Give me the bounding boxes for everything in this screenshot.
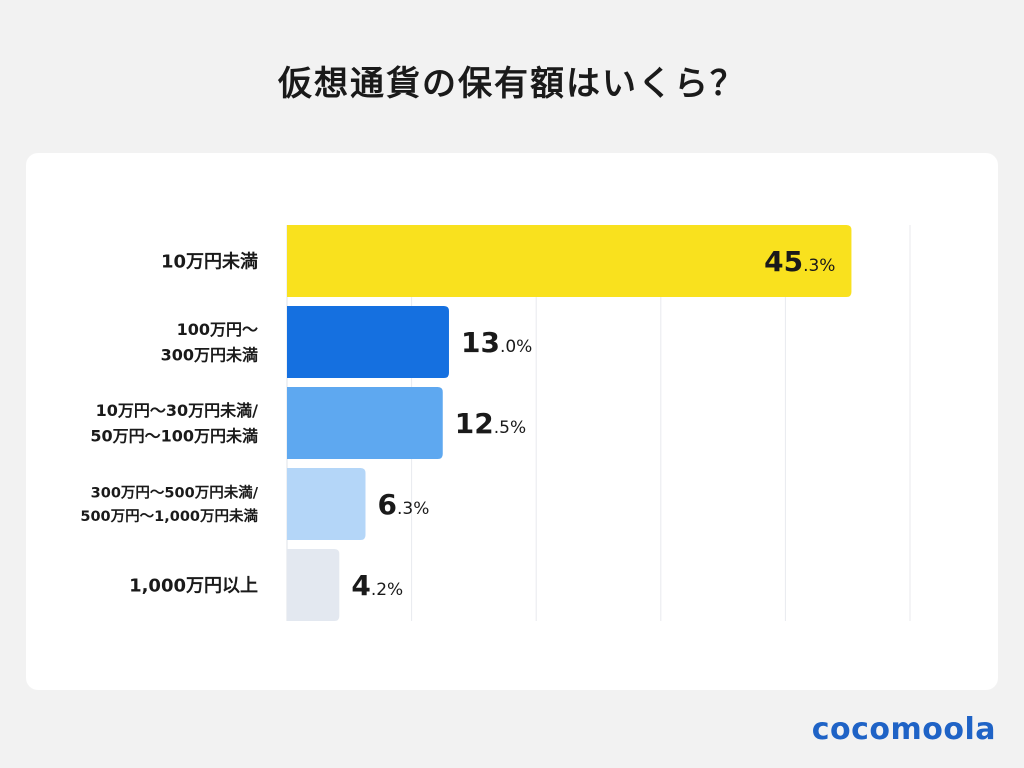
page-title: 仮想通貨の保有額はいくら？	[278, 64, 746, 104]
value-decimal: .5%	[494, 418, 526, 438]
value-label: 13.0%	[461, 326, 532, 359]
value-label: 12.5%	[455, 407, 526, 440]
cocomoola-logo: cocomoola	[811, 712, 996, 747]
value-integer: 13	[461, 326, 500, 359]
bar	[287, 225, 852, 297]
value-integer: 45	[764, 245, 803, 278]
value-integer: 6	[377, 488, 396, 521]
category-label: 10万円〜30万円未満/	[96, 401, 259, 420]
bar	[287, 306, 449, 378]
value-label: 6.3%	[377, 488, 429, 521]
value-label: 45.3%	[764, 245, 835, 278]
category-label: 500万円〜1,000万円未満	[80, 507, 258, 525]
category-label: 10万円未満	[161, 250, 258, 272]
bar	[287, 387, 443, 459]
value-integer: 4	[351, 569, 370, 602]
category-label: 300万円未満	[161, 346, 258, 365]
value-decimal: .0%	[500, 337, 532, 357]
value-integer: 12	[455, 407, 494, 440]
value-decimal: .2%	[371, 580, 403, 600]
bar	[287, 468, 366, 540]
bar	[287, 549, 340, 621]
category-label: 1,000万円以上	[129, 575, 258, 596]
category-label: 100万円〜	[177, 320, 258, 339]
category-label: 300万円〜500万円未満/	[91, 484, 259, 502]
value-label: 4.2%	[351, 569, 403, 602]
value-decimal: .3%	[803, 256, 835, 276]
category-label: 50万円〜100万円未満	[90, 427, 258, 446]
value-decimal: .3%	[397, 499, 429, 519]
